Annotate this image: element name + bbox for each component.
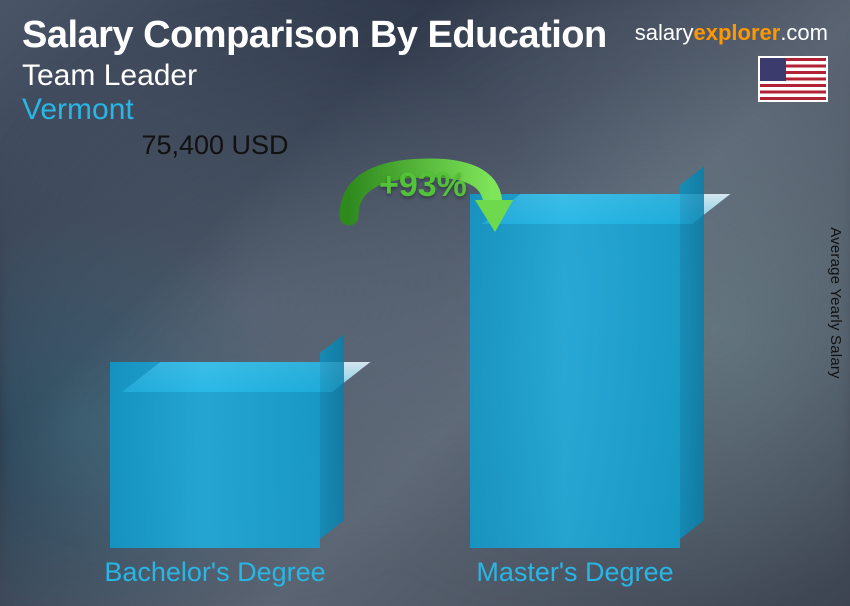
- increase-percent: +93%: [379, 166, 467, 205]
- brand-suffix: .com: [780, 20, 828, 45]
- brand-prefix: salary: [635, 20, 694, 45]
- flag-icon: [758, 56, 828, 102]
- category-label-bachelors: Bachelor's Degree: [75, 557, 355, 588]
- bar-side-face: [320, 334, 344, 539]
- brand-block: salaryexplorer.com: [635, 20, 828, 102]
- value-label-bachelors: 75,400 USD: [85, 130, 345, 161]
- category-label-masters: Master's Degree: [435, 557, 715, 588]
- increase-arrow: +93%: [335, 158, 535, 238]
- bar-side-face: [680, 166, 704, 539]
- brand-text: salaryexplorer.com: [635, 20, 828, 46]
- brand-mid: explorer: [693, 20, 780, 45]
- y-axis-label: Average Yearly Salary: [827, 227, 844, 379]
- bar-bachelors: 75,400 USD: [110, 362, 320, 548]
- bar-front-face: [110, 362, 320, 548]
